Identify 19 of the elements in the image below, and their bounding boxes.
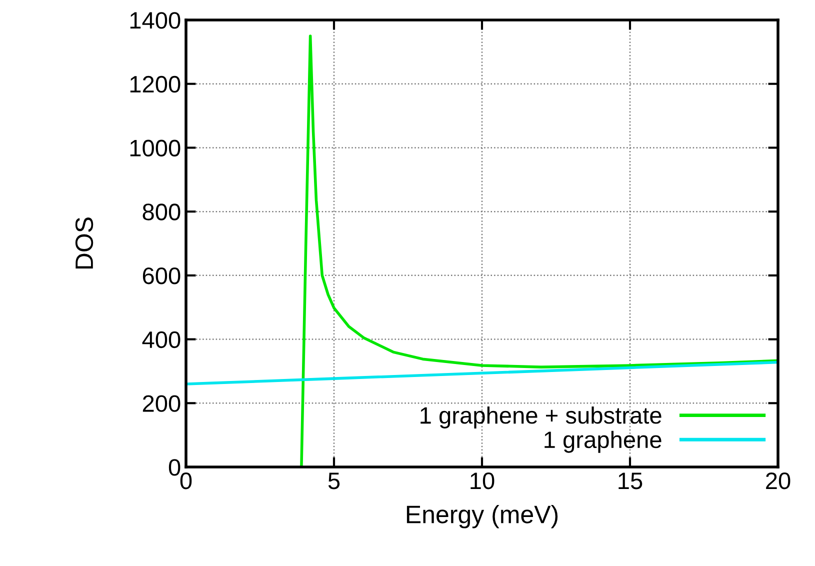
y-tick-label: 1400 — [130, 12, 180, 29]
x-tick-label: 20 — [766, 472, 790, 490]
legend-label: 1 graphene + substrate — [420, 406, 662, 428]
y-tick-label: 800 — [142, 204, 180, 220]
x-axis-title: Energy (meV) — [406, 504, 558, 528]
y-tick-label: 0 — [168, 459, 180, 476]
y-axis-title: DOS — [75, 218, 94, 269]
x-tick-label: 15 — [618, 472, 642, 490]
y-tick-label: 1000 — [130, 140, 180, 156]
legend-label: 1 graphene — [544, 430, 662, 453]
y-tick-label: 1200 — [130, 76, 180, 93]
x-tick-label: 0 — [180, 472, 192, 490]
y-tick-label: 400 — [142, 331, 180, 348]
x-tick-label: 10 — [470, 472, 494, 490]
y-tick-label: 200 — [142, 395, 180, 412]
line-series — [186, 360, 778, 386]
line-series — [300, 34, 778, 467]
y-tick-label: 600 — [142, 267, 180, 284]
x-tick-label: 5 — [328, 472, 340, 490]
